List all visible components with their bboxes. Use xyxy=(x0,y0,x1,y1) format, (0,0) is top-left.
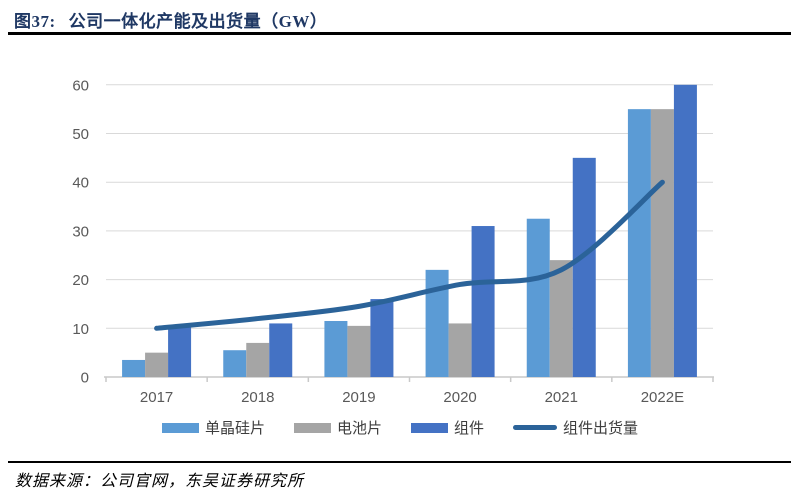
bar-单晶硅片-2022E xyxy=(627,109,651,378)
x-axis-category-label: 2022E xyxy=(641,389,684,406)
figure-title-text: 公司一体化产能及出货量（GW） xyxy=(68,12,328,31)
y-axis-tick-label: 20 xyxy=(72,272,89,289)
y-axis-tick-label: 0 xyxy=(81,370,89,387)
legend-label: 组件出货量 xyxy=(563,421,639,437)
legend-bar-swatch xyxy=(161,422,199,433)
y-axis-tick-label: 40 xyxy=(72,175,89,192)
bar-组件-2018 xyxy=(269,323,293,377)
bar-单晶硅片-2017 xyxy=(122,359,146,377)
y-axis-tick-label: 50 xyxy=(72,126,89,143)
bar-单晶硅片-2021 xyxy=(526,218,550,377)
line-组件出货量 xyxy=(154,179,665,331)
data-source-text: 数据来源：公司官网，东吴证券研究所 xyxy=(15,473,305,490)
bar-组件-2021 xyxy=(572,157,596,377)
figure-title: 图37: 公司一体化产能及出货量（GW） xyxy=(14,7,327,32)
x-axis-category-label: 2021 xyxy=(545,389,578,406)
legend-item-组件: 组件 xyxy=(411,417,484,438)
bar-电池片-2019 xyxy=(347,325,371,377)
bar-电池片-2022E xyxy=(650,109,674,378)
x-axis-category-label: 2020 xyxy=(443,389,476,406)
legend-label: 电池片 xyxy=(336,421,382,437)
legend-item-组件出货量: 组件出货量 xyxy=(513,417,638,438)
bar-组件-2019 xyxy=(370,299,394,377)
legend-line-swatch xyxy=(513,425,558,430)
y-axis-tick-label: 60 xyxy=(72,77,89,94)
x-axis-category-label: 2019 xyxy=(342,389,375,406)
bar-组件-2020 xyxy=(471,226,495,377)
bar-组件-2022E xyxy=(673,84,697,378)
y-axis-tick-label: 10 xyxy=(72,321,89,338)
legend-item-电池片: 电池片 xyxy=(293,417,382,438)
x-axis-category-label: 2017 xyxy=(140,389,173,406)
title-divider-rule xyxy=(8,32,791,35)
legend-bar-swatch xyxy=(293,422,331,433)
legend-bar-swatch xyxy=(411,422,448,433)
source-divider-rule xyxy=(8,461,791,463)
bar-电池片-2017 xyxy=(145,352,169,377)
legend-label: 单晶硅片 xyxy=(204,421,265,437)
bar-组件-2017 xyxy=(168,325,192,377)
bar-单晶硅片-2019 xyxy=(324,320,348,377)
x-axis-category-label: 2018 xyxy=(241,389,274,406)
bar-电池片-2021 xyxy=(549,260,573,377)
chart-legend: 单晶硅片 电池片 组件 组件出货量 xyxy=(0,417,800,438)
legend-label: 组件 xyxy=(454,421,485,437)
y-axis-tick-label: 30 xyxy=(72,223,89,240)
figure-number-label: 图37: xyxy=(14,12,56,31)
bar-电池片-2020 xyxy=(448,323,472,377)
legend-item-单晶硅片: 单晶硅片 xyxy=(161,417,265,438)
bar-电池片-2018 xyxy=(246,342,270,377)
bar-单晶硅片-2018 xyxy=(223,350,247,377)
bar-单晶硅片-2020 xyxy=(425,269,449,377)
